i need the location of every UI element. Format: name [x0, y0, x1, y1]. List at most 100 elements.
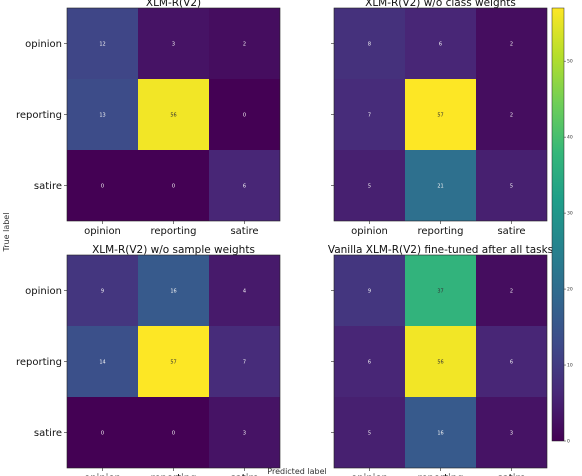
heatmap-cell — [138, 150, 209, 221]
x-tick-label: satire — [497, 473, 525, 476]
heatmap-cell — [209, 8, 280, 79]
cell-value-label: 0 — [101, 184, 104, 190]
panel-title: Vanilla XLM-R(V2) fine-tuned after all t… — [328, 244, 553, 256]
cell-value-label: 6 — [510, 360, 513, 366]
x-tick-label: opinion — [84, 226, 121, 237]
heatmap-cell — [138, 79, 209, 150]
heatmap-cell — [334, 326, 405, 397]
y-tick-label: satire — [34, 428, 62, 439]
cell-value-label: 3 — [172, 42, 175, 48]
heatmap-cell — [476, 397, 547, 468]
x-tick-label: satire — [497, 226, 525, 237]
cell-value-label: 57 — [170, 360, 176, 366]
x-tick-label: satire — [230, 473, 258, 476]
heatmap-cell — [138, 397, 209, 468]
figure-ylabel: True label — [2, 213, 11, 253]
heatmap-cell — [405, 79, 476, 150]
heatmap-panel-1: XLM-R(V2) 12 3 2 13 56 0 0 0 6 opinion reporting sat… — [16, 0, 281, 237]
heatmap-panel-2: XLM-R(V2) w/o class weights 8 6 2 7 57 2 5 21 5 op… — [331, 0, 548, 237]
heatmap-cell — [334, 150, 405, 221]
heatmap-cell — [476, 326, 547, 397]
cell-value-label: 6 — [439, 42, 442, 48]
panel-title: XLM-R(V2) w/o class weights — [365, 0, 516, 9]
x-tick-label: reporting — [417, 226, 463, 237]
x-tick-label: reporting — [417, 473, 463, 476]
colorbar-gradient — [551, 7, 565, 442]
y-tick-label: opinion — [25, 39, 62, 50]
cell-value-label: 0 — [101, 431, 104, 437]
panel-title: XLM-R(V2) w/o sample weights — [92, 244, 255, 256]
cell-value-label: 8 — [368, 42, 371, 48]
cell-value-label: 2 — [510, 289, 513, 295]
y-tick-label: satire — [34, 181, 62, 192]
heatmap-cell — [209, 326, 280, 397]
cell-value-label: 56 — [170, 113, 176, 119]
colorbar: 0 10 20 30 40 50 — [551, 7, 573, 445]
colorbar-tick-label: 30 — [567, 211, 573, 217]
heatmap-cell — [476, 255, 547, 326]
cell-value-label: 5 — [368, 184, 371, 190]
cell-value-label: 4 — [243, 289, 246, 295]
heatmap-cell — [405, 8, 476, 79]
cell-value-label: 3 — [510, 431, 513, 437]
colorbar-tick-label: 20 — [567, 287, 573, 293]
cell-value-label: 7 — [243, 360, 246, 366]
cell-value-label: 2 — [243, 42, 246, 48]
heatmap-cell — [209, 255, 280, 326]
cell-value-label: 3 — [243, 431, 246, 437]
cell-value-label: 5 — [368, 431, 371, 437]
cell-value-label: 12 — [99, 42, 105, 48]
y-tick-label: reporting — [16, 357, 62, 368]
panel-title: XLM-R(V2) — [146, 0, 201, 9]
heatmap-cell — [334, 255, 405, 326]
heatmap-panel-3: XLM-R(V2) w/o sample weights 9 16 4 14 57 7 0 0 3… — [16, 244, 281, 476]
figure-xlabel: Predicted label — [267, 467, 326, 476]
heatmap-cell — [209, 79, 280, 150]
x-tick-label: reporting — [150, 473, 196, 476]
heatmap-cell — [405, 255, 476, 326]
heatmap-panel-4: Vanilla XLM-R(V2) fine-tuned after all t… — [328, 244, 553, 476]
cell-value-label: 7 — [368, 113, 371, 119]
cell-value-label: 57 — [437, 113, 443, 119]
heatmap-cell — [476, 150, 547, 221]
heatmap-cell — [405, 150, 476, 221]
x-tick-label: opinion — [351, 226, 388, 237]
heatmap-cell — [405, 397, 476, 468]
heatmap-cell — [67, 8, 138, 79]
heatmap-cell — [334, 397, 405, 468]
heatmap-cell — [476, 79, 547, 150]
heatmap-cell — [67, 326, 138, 397]
y-tick-label: reporting — [16, 110, 62, 121]
cell-value-label: 2 — [510, 42, 513, 48]
x-tick-label: opinion — [351, 473, 388, 476]
heatmap-cell — [67, 79, 138, 150]
heatmap-cell — [138, 8, 209, 79]
cell-value-label: 37 — [437, 289, 443, 295]
cell-value-label: 2 — [510, 113, 513, 119]
cell-value-label: 21 — [437, 184, 443, 190]
cell-value-label: 9 — [101, 289, 104, 295]
cell-value-label: 6 — [243, 184, 246, 190]
cell-value-label: 16 — [170, 289, 176, 295]
heatmap-cell — [209, 397, 280, 468]
colorbar-tick-label: 10 — [567, 363, 573, 369]
colorbar-tick-label: 40 — [567, 135, 573, 141]
cell-value-label: 16 — [437, 431, 443, 437]
cell-value-label: 13 — [99, 113, 105, 119]
heatmap-cell — [405, 326, 476, 397]
cell-value-label: 0 — [243, 113, 246, 119]
x-tick-label: satire — [230, 226, 258, 237]
heatmap-cell — [67, 255, 138, 326]
heatmap-cell — [209, 150, 280, 221]
cell-value-label: 0 — [172, 431, 175, 437]
heatmap-cell — [67, 150, 138, 221]
heatmap-cell — [138, 255, 209, 326]
x-tick-label: opinion — [84, 473, 121, 476]
colorbar-tick-label: 0 — [567, 439, 570, 445]
y-tick-label: opinion — [25, 286, 62, 297]
cell-value-label: 5 — [510, 184, 513, 190]
heatmap-cell — [334, 8, 405, 79]
cell-value-label: 6 — [368, 360, 371, 366]
